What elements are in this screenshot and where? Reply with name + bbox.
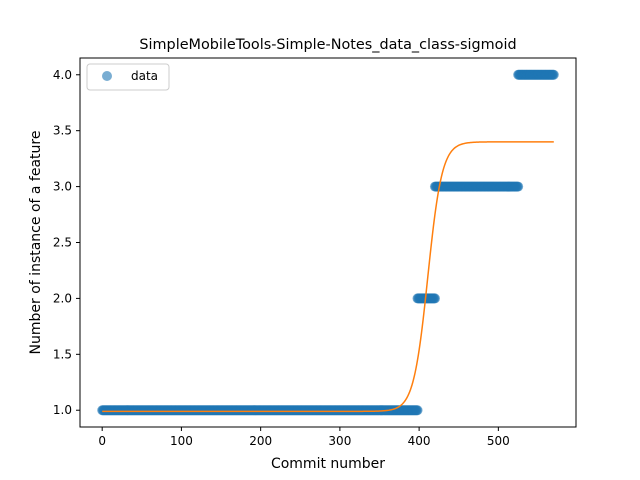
x-tick-label: 100: [170, 434, 193, 448]
chart-title: SimpleMobileTools-Simple-Notes_data_clas…: [139, 37, 516, 53]
data-point: [413, 405, 423, 415]
legend-label-data: data: [131, 69, 158, 83]
data-point: [549, 70, 559, 80]
y-axis-label: Number of instance of a feature: [28, 131, 44, 355]
legend: data: [87, 64, 169, 90]
data-point: [513, 182, 523, 192]
y-tick-label: 1.5: [53, 347, 72, 361]
data-point: [430, 293, 440, 303]
x-tick-label: 400: [408, 434, 431, 448]
y-tick-label: 1.0: [53, 403, 72, 417]
y-tick-label: 3.5: [53, 124, 72, 138]
x-tick-label: 0: [98, 434, 106, 448]
y-tick-label: 3.0: [53, 180, 72, 194]
y-tick-label: 2.5: [53, 236, 72, 250]
x-tick-label: 500: [487, 434, 510, 448]
x-tick-label: 300: [328, 434, 351, 448]
x-axis-label: Commit number: [271, 456, 385, 472]
x-tick-label: 200: [249, 434, 272, 448]
y-tick-label: 4.0: [53, 68, 72, 82]
y-tick-label: 2.0: [53, 291, 72, 305]
legend-marker-data: [102, 71, 112, 81]
